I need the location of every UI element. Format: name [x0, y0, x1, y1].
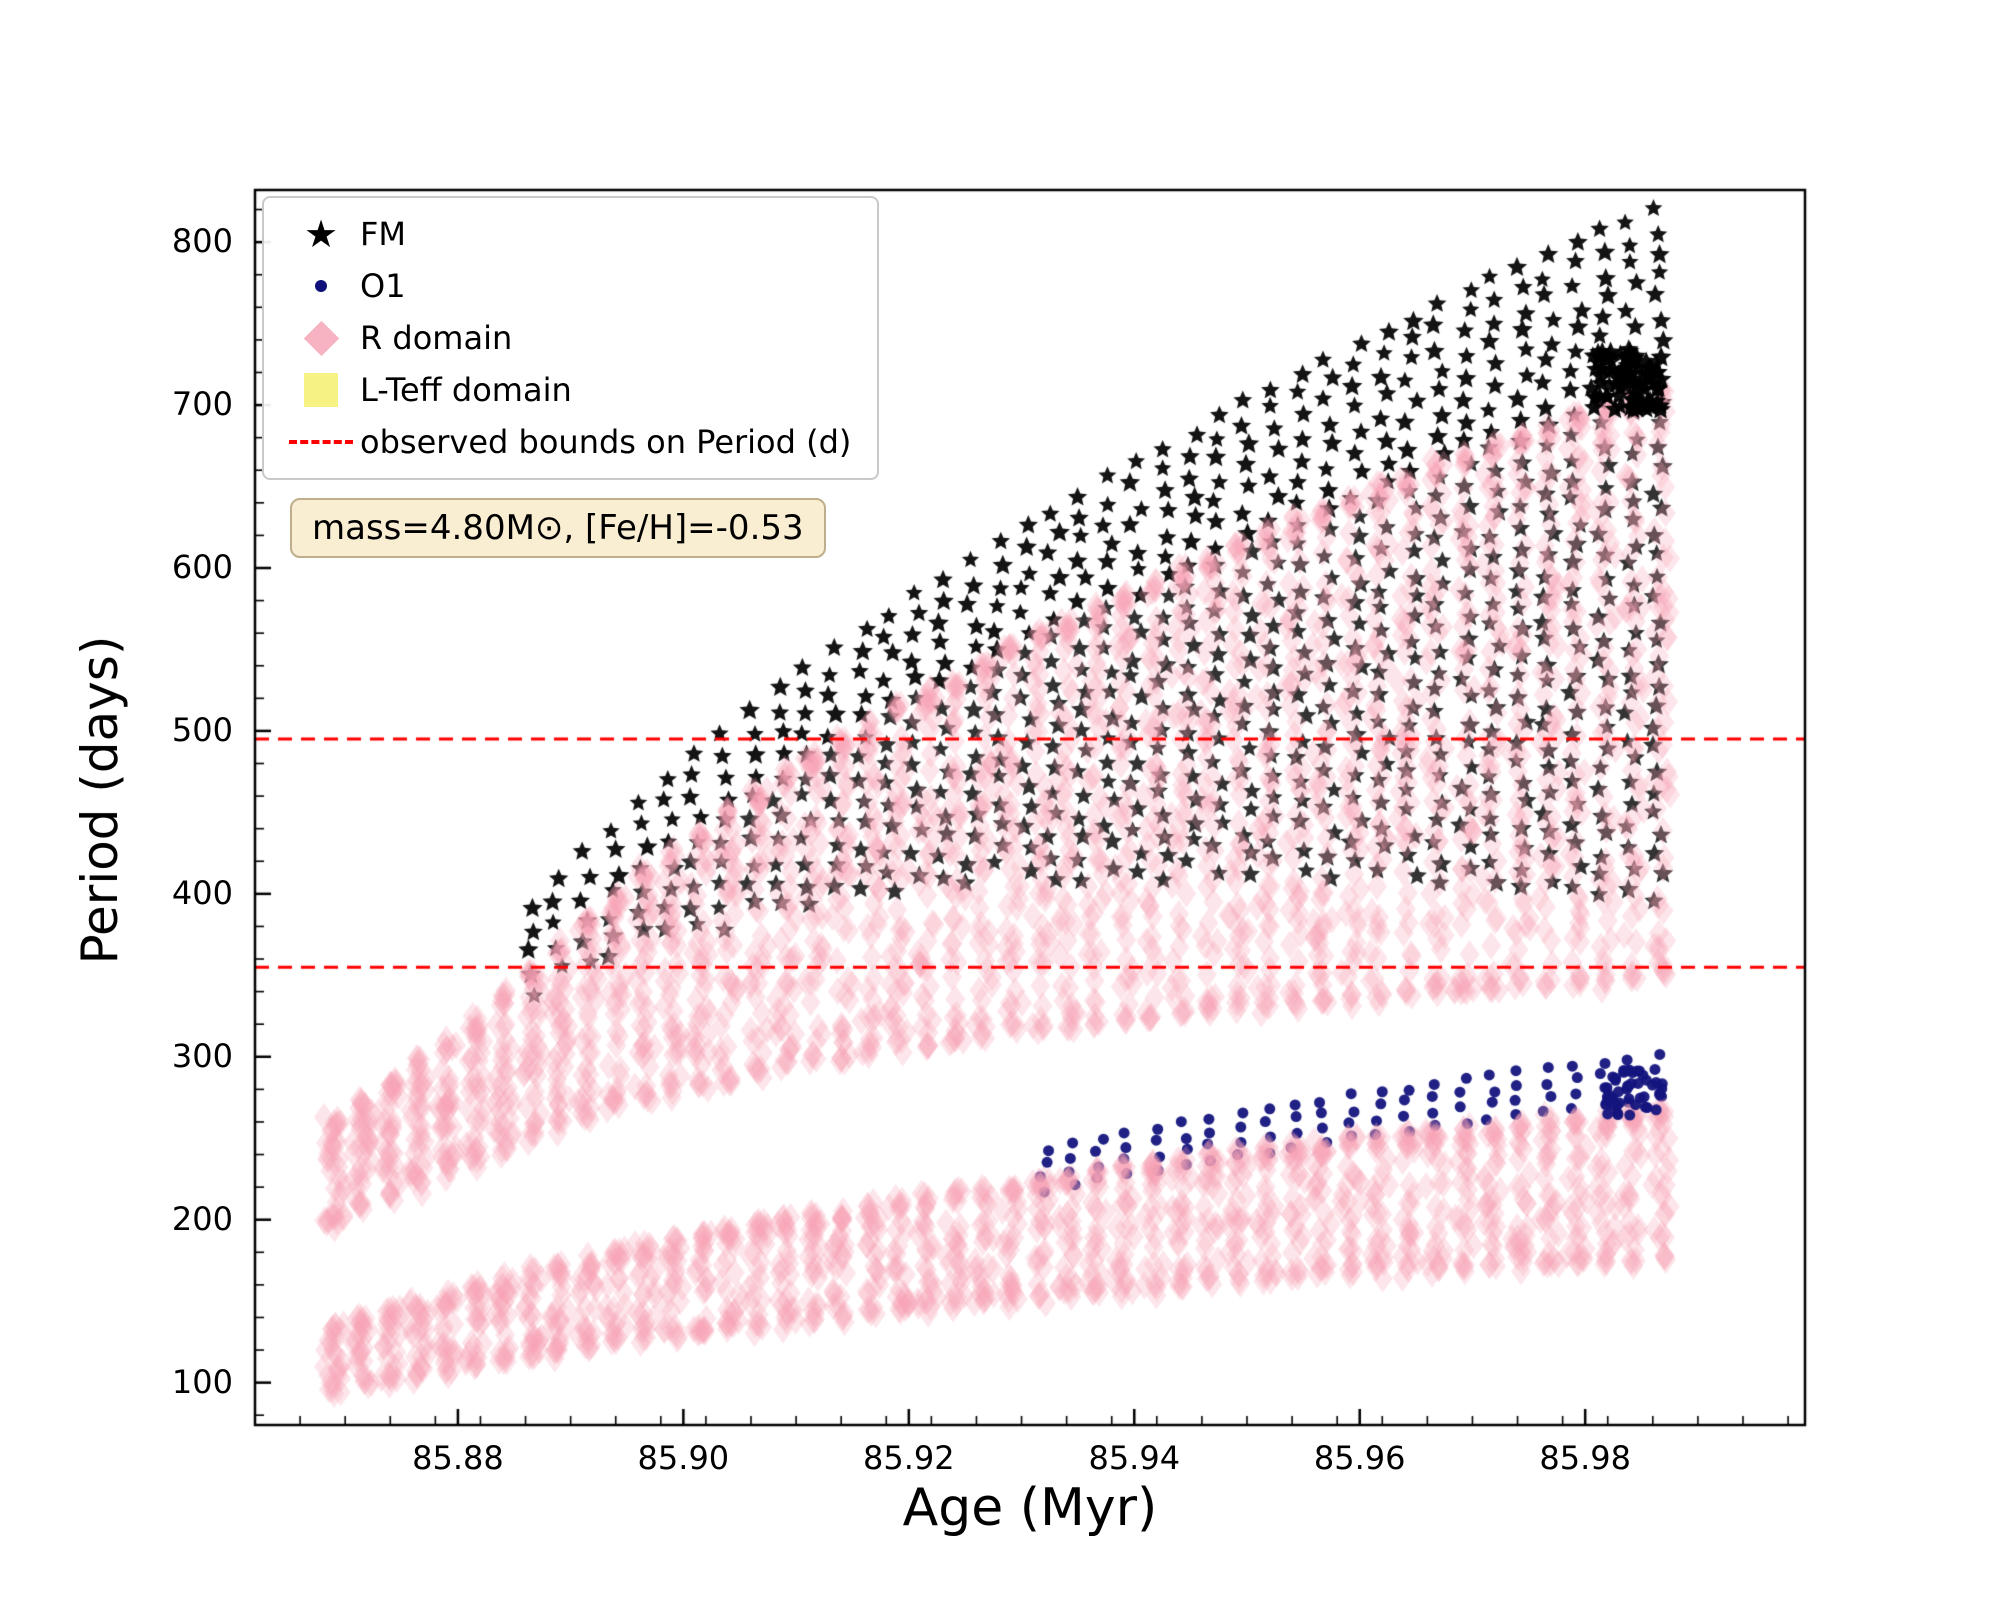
observed-bounds-dashed-line-icon: [289, 440, 353, 444]
legend-item-label: L-Teff domain: [360, 371, 572, 409]
mass-feh-annotation: mass=4.80M⊙, [Fe/H]=-0.53: [290, 498, 826, 558]
y-tick-label: 300: [171, 1036, 233, 1075]
legend-item-o1: O1: [282, 264, 851, 308]
y-tick-label: 600: [171, 547, 233, 586]
x-tick-label: 85.88: [412, 1439, 504, 1477]
y-tick-label: 800: [171, 222, 233, 261]
x-tick-label: 85.94: [1088, 1439, 1181, 1477]
x-tick-label: 85.92: [863, 1439, 955, 1477]
legend-item-r-domain: R domain: [282, 316, 851, 360]
y-axis-label: Period (days): [71, 635, 129, 965]
legend-item-l-teff-domain: L-Teff domain: [282, 368, 851, 412]
x-tick-label: 85.96: [1313, 1439, 1406, 1477]
legend-item-observed-bounds: observed bounds on Period (d): [282, 420, 851, 464]
legend-item-label: R domain: [360, 319, 513, 357]
x-tick-label: 85.90: [637, 1439, 730, 1477]
legend-item-label: FM: [360, 215, 407, 253]
legend-item-fm: ★ FM: [282, 212, 851, 256]
y-tick-label: 200: [171, 1199, 233, 1238]
legend-item-label: O1: [360, 267, 406, 305]
x-tick-label: 85.98: [1539, 1439, 1631, 1477]
l-teff-domain-square-icon: [304, 373, 338, 407]
o1-dot-icon: [315, 280, 327, 292]
r-domain-diamond-icon: [303, 320, 339, 356]
legend: ★ FM O1 R domain L-Teff domain observed …: [262, 196, 880, 480]
y-tick-label: 400: [171, 873, 233, 912]
legend-item-label: observed bounds on Period (d): [360, 423, 852, 461]
fm-star-icon: ★: [303, 212, 339, 256]
y-tick-label: 100: [171, 1362, 233, 1401]
y-tick-label: 500: [171, 710, 233, 749]
y-tick-label: 700: [171, 385, 233, 424]
x-axis-label: Age (Myr): [902, 1478, 1158, 1538]
